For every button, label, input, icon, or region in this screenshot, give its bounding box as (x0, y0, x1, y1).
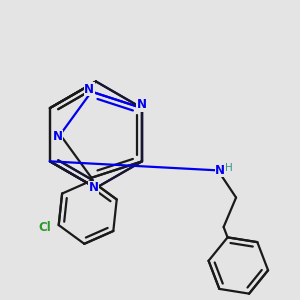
Text: H: H (225, 163, 233, 173)
Text: N: N (53, 130, 63, 143)
Text: Cl: Cl (39, 221, 52, 234)
Text: N: N (89, 182, 99, 194)
Text: N: N (137, 98, 147, 111)
Text: N: N (215, 164, 225, 177)
Text: N: N (84, 83, 94, 96)
